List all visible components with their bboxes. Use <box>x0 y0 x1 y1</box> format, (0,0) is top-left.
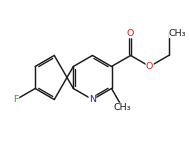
Text: F: F <box>13 95 19 104</box>
Text: O: O <box>127 29 134 38</box>
Text: N: N <box>89 95 96 104</box>
Text: CH₃: CH₃ <box>114 103 131 112</box>
Text: O: O <box>146 62 153 71</box>
Text: CH₃: CH₃ <box>169 29 186 38</box>
